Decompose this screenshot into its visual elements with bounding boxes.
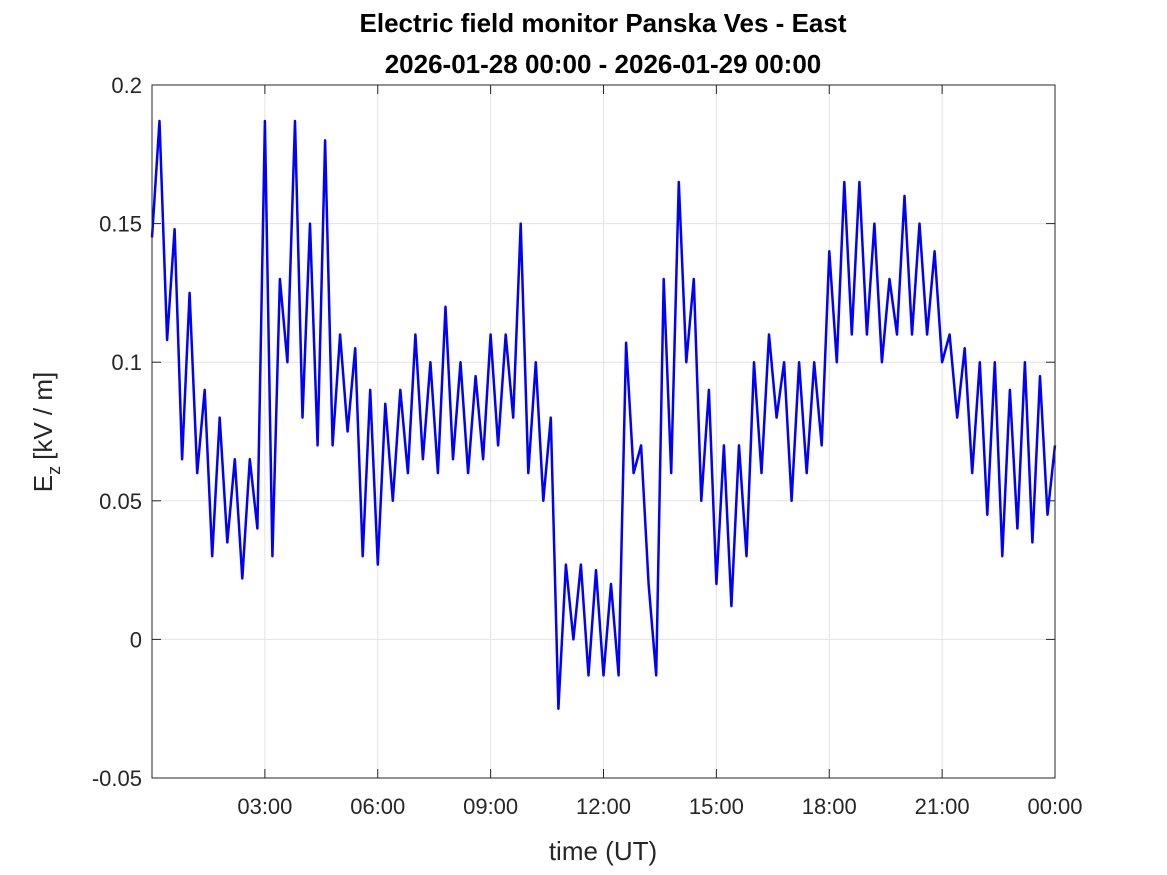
y-tick-label: 0	[130, 627, 142, 652]
y-tick-label: -0.05	[92, 766, 142, 791]
chart-subtitle: 2026-01-28 00:00 - 2026-01-29 00:00	[385, 49, 822, 79]
y-tick-label: 0.2	[111, 73, 142, 98]
x-axis-label: time (UT)	[549, 836, 657, 866]
x-tick-label: 21:00	[915, 794, 970, 819]
x-tick-label: 09:00	[463, 794, 518, 819]
y-label-sub: z	[44, 466, 64, 475]
chart-title: Electric field monitor Panska Ves - East	[360, 8, 847, 38]
plot-area: -0.05 0 0.05 0.1 0.15 0.2 03:00 06:00 09:00 12:00…	[92, 73, 1083, 819]
x-tick-label: 06:00	[350, 794, 405, 819]
y-label-rest: [kV / m]	[28, 372, 58, 460]
y-tick-label: 0.05	[99, 489, 142, 514]
y-tick-label: 0.1	[111, 350, 142, 375]
y-tick-label: 0.15	[99, 212, 142, 237]
x-tick-label: 18:00	[802, 794, 857, 819]
data-line	[150, 119, 1057, 710]
x-tick-label: 03:00	[237, 794, 292, 819]
x-tick-label: 15:00	[689, 794, 744, 819]
y-axis-label: Ez [kV / m]	[28, 372, 64, 492]
axes-box	[151, 84, 1056, 779]
y-label-base: E	[28, 475, 58, 492]
x-tick-label: 12:00	[576, 794, 631, 819]
x-tick-label: 00:00	[1027, 794, 1082, 819]
